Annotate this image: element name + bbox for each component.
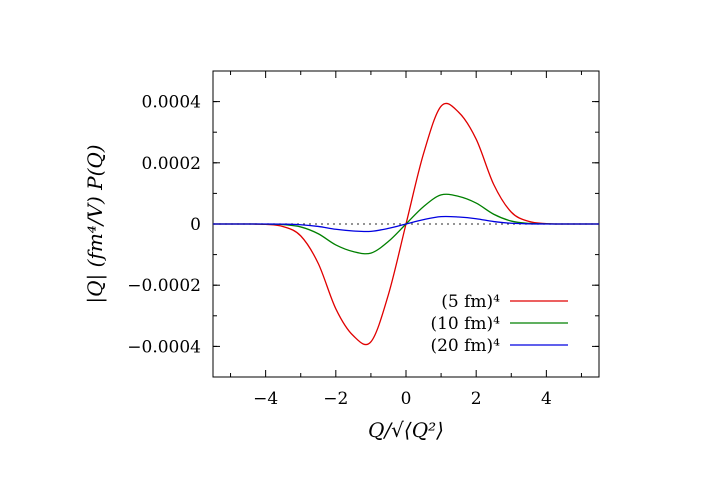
- x-tick-label: −2: [323, 389, 348, 409]
- legend: (5 fm)⁴(10 fm)⁴(20 fm)⁴: [430, 292, 568, 356]
- y-tick-label: 0.0002: [142, 154, 201, 174]
- y-tick-label: −0.0004: [127, 337, 201, 357]
- x-tick-label: −4: [253, 389, 278, 409]
- series-lines: [213, 102, 599, 346]
- y-tick-label: −0.0002: [127, 276, 201, 296]
- legend-label: (10 fm)⁴: [430, 314, 500, 334]
- x-tick-label: 0: [401, 389, 412, 409]
- axis-ticks: −4 −2 0 2 4 0.0004 0.0002 0 −0.0002 −0.0004: [127, 70, 599, 409]
- x-tick-label: 4: [541, 389, 552, 409]
- x-tick-label: 2: [471, 389, 482, 409]
- y-tick-label: 0.0004: [142, 93, 201, 113]
- y-tick-label: 0: [190, 215, 201, 235]
- legend-label: (5 fm)⁴: [441, 292, 500, 312]
- series-line-3: [213, 215, 599, 233]
- legend-label: (20 fm)⁴: [430, 336, 500, 356]
- y-axis-label: |Q| (fm⁴/V) P(Q): [83, 144, 108, 303]
- x-axis-label: Q/√⟨Q²⟩: [368, 418, 444, 442]
